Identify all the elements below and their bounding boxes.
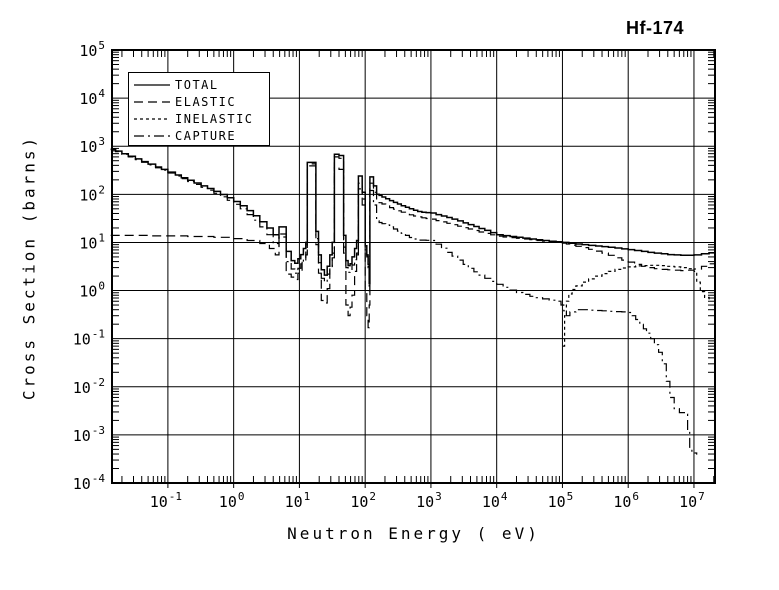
plot-border <box>111 49 716 484</box>
legend-item-capture: CAPTURE <box>133 127 269 144</box>
legend-line-sample <box>134 117 170 120</box>
legend-label: CAPTURE <box>175 128 237 143</box>
y-tick-label: 104 <box>79 87 105 108</box>
legend-item-inelastic: INELASTIC <box>133 110 269 127</box>
y-tick-label: 102 <box>79 183 105 204</box>
legend-line-sample <box>134 83 170 86</box>
series-line-capture <box>110 149 698 455</box>
legend-item-elastic: ELASTIC <box>133 93 269 110</box>
y-tick-label: 100 <box>79 280 105 301</box>
legend-box: TOTAL ELASTIC INELASTIC CAPTURE <box>128 72 270 146</box>
minor-ticks <box>112 50 715 488</box>
y-tick-label: 103 <box>79 135 105 156</box>
y-tick-label: 101 <box>79 231 105 252</box>
x-tick-label: 105 <box>548 490 574 511</box>
x-tick-label: 104 <box>482 490 508 511</box>
legend-label: TOTAL <box>175 77 219 92</box>
legend-line-sample <box>134 134 170 137</box>
x-tick-label: 103 <box>416 490 442 511</box>
series-line-total <box>110 148 716 285</box>
y-tick-label: 105 <box>79 39 105 60</box>
series-line-inelastic <box>563 264 710 347</box>
x-tick-label: 106 <box>613 490 639 511</box>
y-tick-label: 10-3 <box>73 424 105 445</box>
series-line-elastic <box>110 156 716 329</box>
y-tick-label: 10-1 <box>73 328 105 349</box>
legend-label: ELASTIC <box>175 94 237 109</box>
y-tick-label: 10-4 <box>73 472 106 493</box>
x-tick-label: 100 <box>219 490 245 511</box>
x-tick-label: 102 <box>350 490 376 511</box>
gridlines <box>112 50 715 483</box>
x-tick-label: 101 <box>285 490 311 511</box>
chart-title: Hf-174 <box>625 18 685 38</box>
y-tick-label: 10-2 <box>73 376 105 397</box>
legend-label: INELASTIC <box>175 111 254 126</box>
x-tick-label: 10-1 <box>150 490 182 511</box>
y-axis-label: Cross Section (barns) <box>19 134 39 401</box>
x-tick-label: 107 <box>679 490 705 511</box>
legend-line-sample <box>134 100 170 103</box>
x-axis-label: Neutron Energy ( eV) <box>287 524 540 543</box>
legend-item-total: TOTAL <box>133 76 269 93</box>
tick-labels: 10-1 100 101 102 103 104 105 106 107 10-4 10-3 10-2… <box>73 39 705 511</box>
